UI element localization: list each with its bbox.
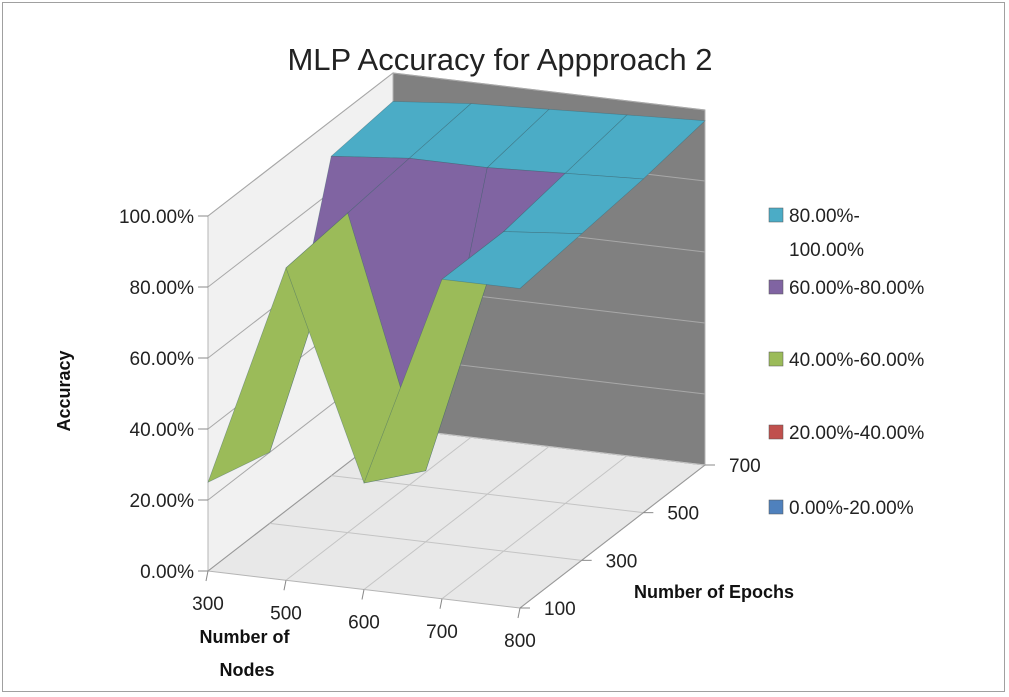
legend-item: 20.00%-40.00% [768,423,924,444]
legend-label: 0.00%-20.00% [789,498,914,519]
legend-swatch [768,424,784,440]
z-tick-label: 80.00% [130,278,195,299]
x-tick-mark [517,607,521,619]
floor-gridline [441,455,628,600]
chart-title: MLP Accuracy for Appproach 2 [287,42,712,77]
floor-gridline [392,427,706,466]
surface-cell [441,231,583,289]
x-tick-label: 600 [348,613,380,634]
y-axis-title: Number of Epochs [634,582,794,602]
y-tick-label: 100 [544,599,576,620]
axis-ticks: 0.00% 20.00% 40.00% 60.00% 80.00% 100.00% 300 5… [119,207,761,652]
y-tick-label: 300 [606,551,638,572]
z-axis-title: Accuracy [54,350,74,431]
z-tick-label: 0.00% [140,562,194,583]
legend-item: 0.00%-20.00% [768,498,914,519]
x-tick-mark [283,580,287,591]
floor-gridline [285,436,472,581]
x-tick-mark [205,570,209,582]
gridline [207,72,706,217]
legend-label: 60.00%-80.00% [789,278,924,299]
x-tick-label: 500 [270,603,302,624]
surface-chart: 0.00% 20.00% 40.00% 60.00% 80.00% 100.00% 300 5… [54,42,924,680]
x-tick-mark [439,598,443,609]
x-tick-label: 300 [192,594,224,615]
floor-gridline [331,475,644,514]
legend-swatch [768,499,784,515]
legend-item: 40.00%-60.00% [768,350,924,371]
legend-item: 80.00%-100.00% [768,206,864,261]
legend: 80.00%-100.00% 60.00%-80.00% 40.00%-60.00%… [768,206,924,519]
floor-gridline [363,446,550,590]
legend-label: 20.00%-40.00% [789,423,924,444]
floor-gridline [269,522,582,561]
surface-plot [207,101,706,484]
x-axis-title: Number of Nodes [199,627,294,680]
legend-label: 40.00%-60.00% [789,350,924,371]
x-tick-label: 800 [504,631,536,652]
legend-swatch [768,351,784,367]
x-tick-mark [361,589,365,600]
legend-swatch [768,207,784,223]
y-axis-line [519,464,706,609]
z-tick-label: 100.00% [119,207,194,228]
legend-label: 80.00%-100.00% [789,206,864,261]
z-tick-label: 20.00% [130,491,195,512]
legend-item: 60.00%-80.00% [768,278,924,299]
z-tick-label: 60.00% [130,349,195,370]
legend-swatch [768,279,784,295]
z-tick-label: 40.00% [130,420,195,441]
x-tick-label: 700 [426,622,458,643]
y-tick-label: 700 [729,456,761,477]
y-tick-label: 500 [667,504,699,525]
